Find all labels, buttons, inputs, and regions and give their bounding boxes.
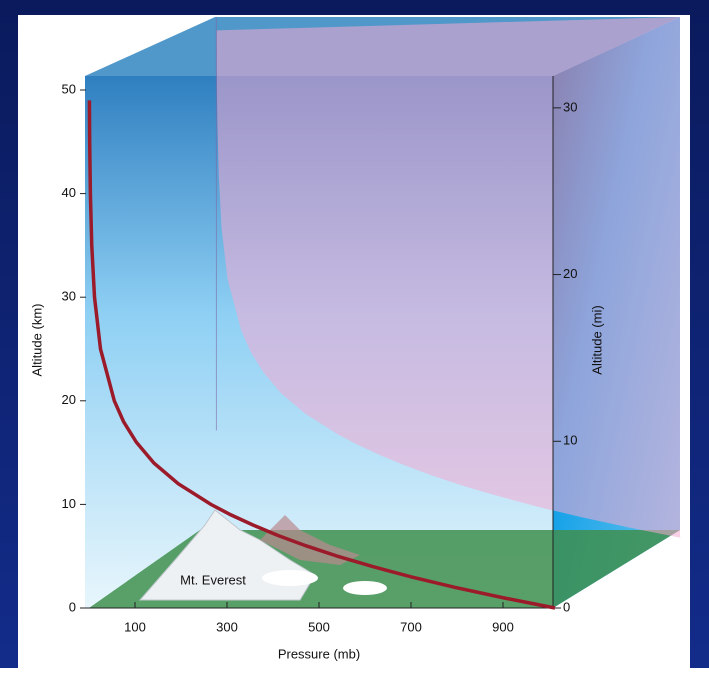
x-tick-label: 900 (492, 619, 514, 634)
x-axis-label: Pressure (mb) (278, 646, 360, 661)
y-tick-label: 30 (62, 289, 76, 304)
cloud (262, 570, 318, 586)
y-tick-label: 50 (62, 81, 76, 96)
y2-tick-label: 10 (563, 433, 577, 448)
y-axis-label: Altitude (km) (29, 304, 44, 377)
y-tick-label: 0 (69, 599, 76, 614)
y-tick-label: 20 (62, 392, 76, 407)
annotation: Mt. Everest (180, 572, 246, 587)
y-tick-label: 10 (62, 496, 76, 511)
x-tick-label: 500 (308, 619, 330, 634)
y-tick-label: 40 (62, 185, 76, 200)
y2-tick-label: 20 (563, 266, 577, 281)
x-tick-label: 700 (400, 619, 422, 634)
x-tick-label: 100 (124, 619, 146, 634)
y2-tick-label: 30 (563, 99, 577, 114)
cloud (343, 581, 387, 595)
x-tick-label: 300 (216, 619, 238, 634)
chart: Mt. Everest Pressure (mb) Altitude (km) … (0, 0, 709, 668)
y2-axis-label: Altitude (mi) (589, 305, 604, 374)
y2-tick-label: 0 (563, 599, 570, 614)
